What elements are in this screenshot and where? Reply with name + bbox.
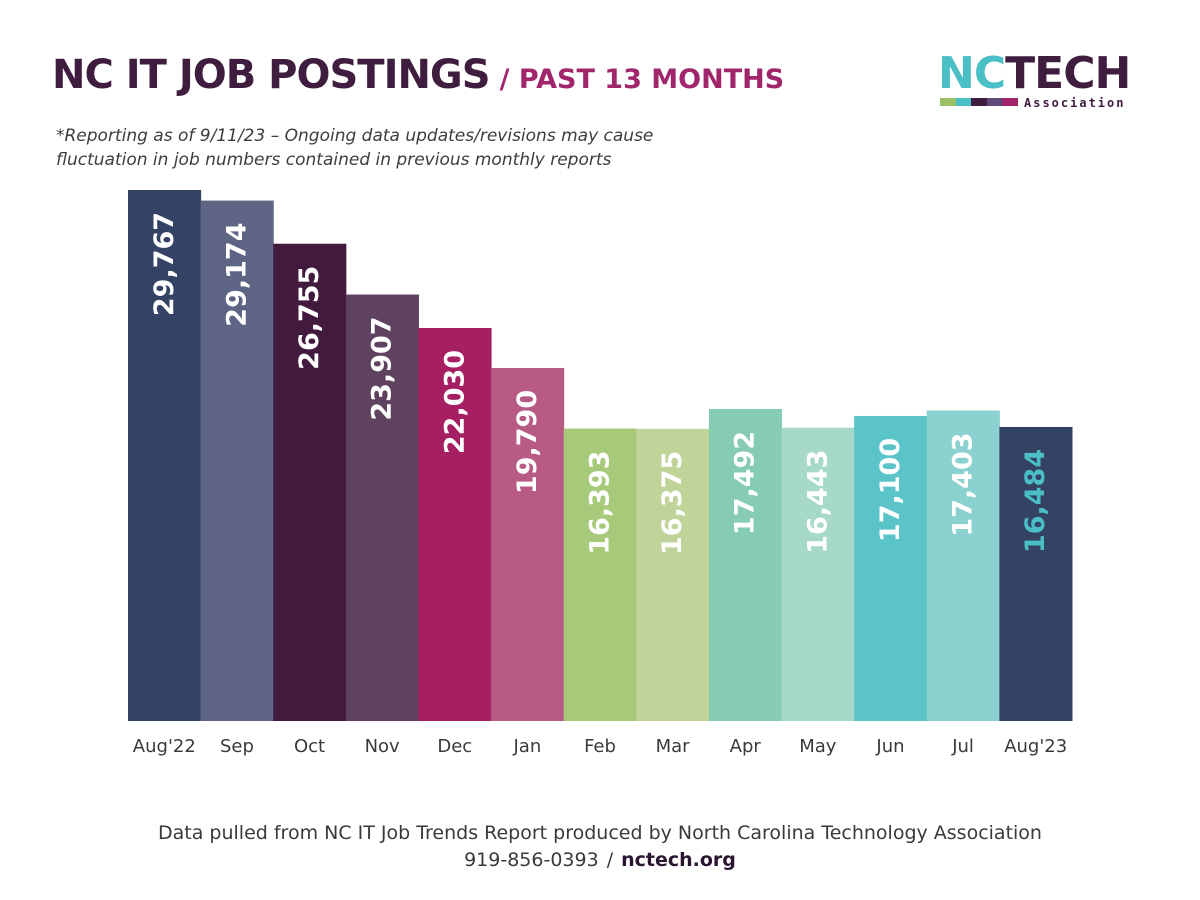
data-label: 17,403 bbox=[948, 432, 979, 536]
logo-stripe bbox=[940, 98, 956, 106]
data-label: 16,375 bbox=[657, 451, 688, 555]
bar bbox=[781, 427, 855, 721]
logo-stripe bbox=[986, 98, 1003, 106]
logo-nc: NC bbox=[938, 48, 1006, 99]
bar bbox=[999, 426, 1073, 721]
bar bbox=[926, 410, 1000, 721]
data-label: 26,755 bbox=[294, 266, 325, 370]
bar bbox=[345, 294, 419, 721]
footer-source: Data pulled from NC IT Job Trends Report… bbox=[158, 822, 1042, 844]
footer: Data pulled from NC IT Job Trends Report… bbox=[0, 820, 1200, 874]
reporting-note-line-2: fluctuation in job numbers contained in … bbox=[56, 150, 612, 170]
data-label: 17,100 bbox=[875, 438, 906, 542]
data-label: 29,767 bbox=[149, 212, 180, 316]
x-tick-label: Sep bbox=[220, 736, 254, 757]
x-tick-label: Jul bbox=[951, 736, 974, 757]
footer-separator: / bbox=[606, 849, 614, 871]
logo-tech: TECH bbox=[1005, 48, 1131, 99]
bar bbox=[708, 408, 783, 721]
x-tick-label: Jan bbox=[513, 736, 542, 757]
footer-website-link[interactable]: nctech.org bbox=[621, 849, 736, 871]
data-label: 17,492 bbox=[730, 431, 761, 535]
page-title: NC IT JOB POSTINGS / PAST 13 MONTHS bbox=[52, 52, 784, 98]
logo-stripe bbox=[971, 98, 987, 106]
x-tick-label: May bbox=[799, 736, 837, 757]
data-label: 19,790 bbox=[512, 390, 543, 494]
reporting-note-line-1: *Reporting as of 9/11/23 – Ongoing data … bbox=[56, 126, 654, 146]
x-tick-label: Mar bbox=[656, 736, 691, 757]
data-label: 29,174 bbox=[221, 222, 252, 326]
logo-stripe bbox=[955, 98, 972, 106]
data-label: 16,484 bbox=[1020, 449, 1051, 553]
x-tick-label: Aug'23 bbox=[1004, 736, 1067, 757]
logo-association: Association bbox=[1024, 96, 1126, 110]
x-tick-label: Oct bbox=[294, 736, 325, 757]
bar bbox=[563, 428, 637, 721]
bar bbox=[273, 243, 347, 721]
data-label: 16,393 bbox=[585, 450, 616, 554]
bar bbox=[636, 428, 710, 721]
bar bbox=[418, 328, 492, 721]
chart-title: NC IT JOB POSTINGS bbox=[52, 52, 491, 98]
footer-contact: 919-856-0393 / nctech.org bbox=[0, 847, 1200, 874]
x-tick-label: Feb bbox=[584, 736, 616, 757]
x-tick-label: Dec bbox=[437, 736, 472, 757]
logo-stripe bbox=[1002, 98, 1018, 106]
bar bbox=[854, 415, 928, 721]
footer-phone: 919-856-0393 bbox=[464, 849, 599, 871]
bar bbox=[491, 367, 565, 721]
bar bbox=[128, 190, 202, 721]
reporting-note: *Reporting as of 9/11/23 – Ongoing data … bbox=[56, 124, 736, 172]
logo-color-stripes bbox=[940, 98, 1018, 106]
x-tick-label: Apr bbox=[730, 736, 762, 757]
logo-wordmark: NCTECH bbox=[938, 52, 1148, 96]
x-tick-label: Nov bbox=[365, 736, 400, 757]
data-label: 23,907 bbox=[367, 316, 398, 420]
x-tick-label: Jun bbox=[875, 736, 904, 757]
data-label: 22,030 bbox=[439, 350, 470, 454]
bar bbox=[200, 200, 274, 722]
x-tick-label: Aug'22 bbox=[133, 736, 196, 757]
nctech-logo: NCTECH Association bbox=[938, 52, 1148, 111]
data-label: 16,443 bbox=[802, 450, 833, 554]
chart-title-suffix: / PAST 13 MONTHS bbox=[499, 64, 785, 95]
